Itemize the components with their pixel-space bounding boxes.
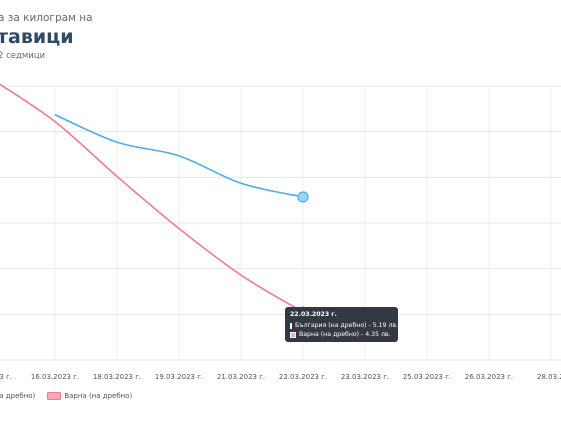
tooltip-text-varna: Варна (на дребно) - 4.35 лв. <box>299 331 391 338</box>
x-tick-label: 23.03.2023 г. <box>341 373 389 381</box>
x-tick-label: 18.03.2023 г. <box>93 373 141 381</box>
tooltip-row-varna: Варна (на дребно) - 4.35 лв. <box>290 330 393 339</box>
chart-legend: (на дребно) Варна (на дребно) <box>0 392 144 400</box>
x-tick-label: 16.03.2023 г. <box>31 373 79 381</box>
tooltip-swatch-varna <box>290 331 296 338</box>
x-tick-label: 023 г. <box>0 373 12 381</box>
series-line-varna <box>0 83 304 313</box>
x-tick-label: 25.03.2023 г. <box>403 373 451 381</box>
legend-item-varna[interactable]: Варна (на дребно) <box>47 392 132 400</box>
series-line-bulgaria <box>54 114 304 198</box>
tooltip-swatch-bulgaria <box>290 322 292 329</box>
x-tick-label: 19.03.2023 г. <box>155 373 203 381</box>
tooltip-row-bulgaria: България (на дребно) - 5.19 лв. <box>290 321 398 330</box>
x-tick-label: 21.03.2023 г. <box>217 373 265 381</box>
legend-label-varna: Варна (на дребно) <box>64 392 133 400</box>
tooltip: 22.03.2023 г. България (на дребно) - 5.1… <box>285 307 398 342</box>
x-axis-ticks: 023 г. 16.03.2023 г. 18.03.2023 г. 19.03.20… <box>0 373 561 381</box>
chart-subtitle: 2 седмици <box>0 51 46 61</box>
legend-item-bulgaria[interactable]: (на дребно) <box>0 392 35 400</box>
legend-swatch-varna <box>47 392 62 400</box>
legend-label-bulgaria: (на дребно) <box>0 392 36 400</box>
data-point-bulgaria[interactable] <box>297 191 309 203</box>
chart-grid <box>0 85 561 361</box>
tooltip-title: 22.03.2023 г. <box>290 311 337 318</box>
chart-lines <box>0 83 304 313</box>
x-tick-label: 26.03.2023 г. <box>465 373 513 381</box>
tooltip-text-bulgaria: България (на дребно) - 5.19 лв. <box>295 322 399 329</box>
chart-supertitle: а за килограм на <box>0 12 93 24</box>
x-tick-label: 28.03.202 <box>537 373 561 381</box>
x-tick-label: 22.03.2023 г. <box>279 373 327 381</box>
chart-title: тавици <box>0 26 74 48</box>
